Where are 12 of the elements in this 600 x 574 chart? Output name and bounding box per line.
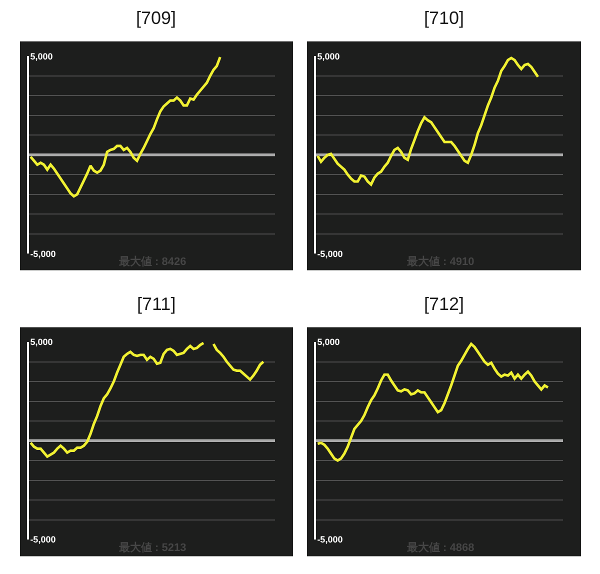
y-tick-label: -5,000 xyxy=(30,248,56,259)
chart-title: [710] xyxy=(424,8,464,28)
y-tick-label: -5,000 xyxy=(30,534,56,545)
chart-title: [709] xyxy=(136,8,176,28)
y-tick-label: 5,000 xyxy=(30,337,53,348)
y-tick-label: -5,000 xyxy=(317,534,343,545)
y-tick-label: 5,000 xyxy=(317,51,340,62)
y-tick-label: 5,000 xyxy=(317,337,340,348)
chart-title: [711] xyxy=(137,294,176,314)
y-tick-label: 5,000 xyxy=(30,51,53,62)
y-tick-label: -5,000 xyxy=(317,248,343,259)
chart-title: [712] xyxy=(424,294,464,314)
